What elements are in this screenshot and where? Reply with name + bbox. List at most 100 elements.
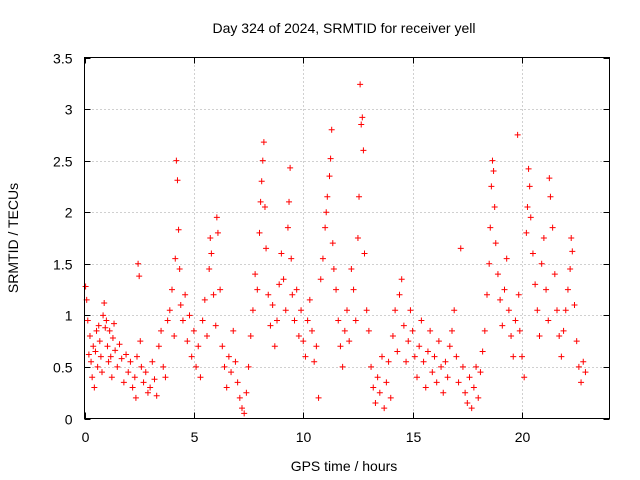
data-point xyxy=(322,224,329,231)
data-point xyxy=(166,307,173,314)
data-point xyxy=(358,121,365,128)
data-point xyxy=(376,389,383,396)
data-point xyxy=(328,126,335,133)
data-point xyxy=(258,178,265,185)
data-point xyxy=(132,394,139,401)
data-point xyxy=(508,332,515,339)
data-point xyxy=(230,327,237,334)
data-point xyxy=(236,394,243,401)
data-point xyxy=(214,229,221,236)
data-point xyxy=(453,353,460,360)
data-point xyxy=(510,353,517,360)
data-point xyxy=(269,302,276,309)
data-point xyxy=(383,379,390,386)
data-point xyxy=(411,353,418,360)
plot-frame xyxy=(84,57,610,419)
data-point xyxy=(114,363,121,370)
data-point xyxy=(438,363,445,370)
data-point xyxy=(403,358,410,365)
y-tick-label: 1 xyxy=(65,308,73,324)
data-point xyxy=(102,324,109,331)
data-point xyxy=(324,193,331,200)
data-point xyxy=(160,363,167,370)
data-point xyxy=(208,250,215,257)
data-point xyxy=(116,341,123,348)
data-point xyxy=(582,369,589,376)
data-point xyxy=(442,358,449,365)
y-tick-label: 2.5 xyxy=(53,154,73,170)
data-point xyxy=(440,389,447,396)
data-point xyxy=(118,355,125,362)
data-point xyxy=(210,291,217,298)
data-point xyxy=(282,307,289,314)
data-point xyxy=(134,353,140,360)
data-point xyxy=(571,302,578,309)
data-point xyxy=(247,332,254,339)
data-point xyxy=(521,374,528,381)
data-point xyxy=(158,327,165,334)
data-point xyxy=(140,379,147,386)
data-point xyxy=(249,307,256,314)
data-point xyxy=(578,379,585,386)
data-point xyxy=(558,353,565,360)
data-point xyxy=(396,291,403,298)
data-point xyxy=(104,343,111,350)
data-point xyxy=(398,276,405,283)
data-point xyxy=(562,307,569,314)
data-point xyxy=(93,327,100,334)
data-point xyxy=(479,348,486,355)
data-point xyxy=(418,317,425,324)
data-point xyxy=(302,353,309,360)
data-point xyxy=(359,114,366,121)
data-point xyxy=(329,240,336,247)
data-point xyxy=(534,307,541,314)
data-point xyxy=(468,405,475,412)
data-point xyxy=(405,338,412,345)
data-point xyxy=(499,322,506,329)
x-tick-label: 20 xyxy=(515,429,531,445)
data-point xyxy=(184,338,191,345)
data-point xyxy=(489,157,496,164)
data-point xyxy=(291,317,298,324)
data-point xyxy=(261,204,268,211)
data-point xyxy=(265,291,272,298)
data-point xyxy=(339,363,346,370)
data-point xyxy=(239,405,245,412)
data-point xyxy=(407,307,414,314)
data-point xyxy=(84,317,91,324)
data-point xyxy=(129,384,136,391)
data-point xyxy=(280,276,287,283)
data-point xyxy=(429,369,436,376)
data-point xyxy=(547,193,554,200)
data-point xyxy=(311,358,318,365)
data-point xyxy=(234,379,241,386)
data-point xyxy=(223,384,230,391)
data-point xyxy=(169,286,175,293)
data-point xyxy=(313,343,320,350)
data-point xyxy=(212,322,219,329)
data-point xyxy=(497,296,504,303)
data-point xyxy=(127,358,134,365)
data-point xyxy=(357,81,364,88)
data-point xyxy=(173,157,180,164)
data-point xyxy=(543,286,550,293)
data-point xyxy=(100,312,107,319)
data-point xyxy=(488,183,495,190)
data-point xyxy=(95,322,102,329)
data-point xyxy=(97,353,104,360)
data-point xyxy=(319,255,326,262)
data-point xyxy=(213,214,220,221)
data-point xyxy=(254,286,261,293)
data-point xyxy=(464,400,471,407)
data-point xyxy=(142,369,149,376)
data-point xyxy=(400,322,407,329)
data-point xyxy=(431,353,438,360)
data-point xyxy=(190,327,197,334)
data-point xyxy=(491,204,498,211)
data-point xyxy=(433,379,440,386)
data-point xyxy=(219,343,226,350)
data-point xyxy=(111,320,118,327)
data-point xyxy=(435,338,442,345)
data-point xyxy=(422,384,429,391)
